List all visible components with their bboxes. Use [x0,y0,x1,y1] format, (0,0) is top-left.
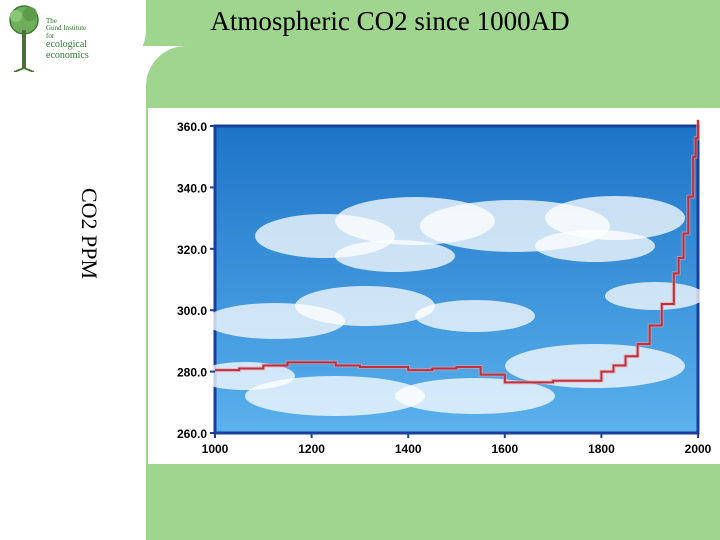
logo-line-5: economics [46,49,89,61]
slide-title: Atmospheric CO2 since 1000AD [210,6,570,36]
x-axis: 1000 1200 1400 1600 1800 2000 [202,433,712,456]
x-tick-label: 2000 [685,442,712,456]
tree-icon [9,5,39,72]
cloud-decoration [195,196,705,416]
y-tick-label: 260.0 [177,427,207,441]
series-layer [215,119,700,385]
left-margin [0,46,146,540]
y-tick-label: 300.0 [177,304,207,318]
logo-line-2: Gund Institute [46,24,87,33]
x-tick-label: 1400 [395,442,422,456]
logo-line-3: for [46,31,55,40]
x-tick-label: 1800 [588,442,615,456]
y-axis-label: CO2 PPM [77,188,102,280]
x-tick-label: 1200 [298,442,325,456]
logo-text: The Gund Institute for ecological econom… [46,17,89,61]
y-tick-label: 280.0 [177,366,207,380]
institute-logo: The Gund Institute for ecological econom… [4,2,102,72]
logo-line-1: The [46,17,57,25]
chart-container: 360.0 340.0 320.0 300.0 280.0 260.0 1000 1200 1… [148,108,720,464]
y-tick-label: 320.0 [177,243,207,257]
x-tick-label: 1600 [491,442,518,456]
y-tick-label: 360.0 [177,120,207,134]
logo-line-4: ecological [46,39,88,51]
x-tick-label: 1000 [202,442,229,456]
co2-series-line [215,119,699,384]
y-axis: 360.0 340.0 320.0 300.0 280.0 260.0 [177,120,215,441]
y-tick-label: 340.0 [177,181,207,195]
